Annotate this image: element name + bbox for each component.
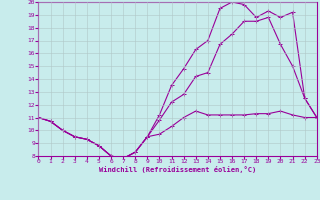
X-axis label: Windchill (Refroidissement éolien,°C): Windchill (Refroidissement éolien,°C) bbox=[99, 166, 256, 173]
